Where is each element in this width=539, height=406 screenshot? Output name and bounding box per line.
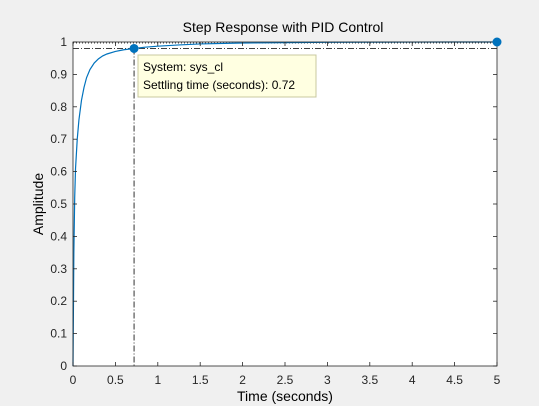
y-tick-label: 0.2: [50, 294, 67, 308]
x-tick-label: 2: [239, 373, 246, 387]
y-tick-label: 0.7: [50, 132, 67, 146]
y-tick-label: 1: [60, 35, 67, 49]
data-markers[interactable]: [129, 37, 502, 53]
y-tick-label: 0.5: [50, 197, 67, 211]
datatip-settling-time[interactable]: System: sys_cl Settling time (seconds): …: [137, 54, 317, 98]
x-tick-label: 1: [154, 373, 161, 387]
x-tick-label: 5: [494, 373, 501, 387]
chart-title: Step Response with PID Control: [183, 19, 384, 35]
y-tick-labels: 0 0.1 0.2 0.3 0.4 0.5 0.6 0.7 0.8 0.9 1: [50, 35, 67, 373]
x-tick-label: 4: [409, 373, 416, 387]
axis-ticks: [72, 41, 498, 367]
x-tick-label: 0.5: [107, 373, 124, 387]
y-tick-label: 0.9: [50, 67, 67, 81]
x-tick-labels: 0 0.5 1 1.5 2 2.5 3 3.5 4 4.5 5: [70, 373, 501, 387]
x-tick-label: 3.5: [361, 373, 378, 387]
data-point-marker[interactable]: [492, 37, 502, 47]
y-tick-label: 0.8: [50, 100, 67, 114]
x-axis-label: Time (seconds): [237, 388, 333, 404]
y-axis-label: Amplitude: [30, 173, 46, 235]
x-tick-label: 0: [70, 373, 77, 387]
y-tick-label: 0: [60, 359, 67, 373]
y-tick-label: 0.4: [50, 229, 67, 243]
step-response-line[interactable]: [72, 41, 498, 367]
data-point-marker[interactable]: [129, 43, 139, 53]
y-tick-label: 0.6: [50, 165, 67, 179]
y-tick-label: 0.3: [50, 262, 67, 276]
reference-lines: [73, 42, 497, 366]
x-tick-label: 2.5: [277, 373, 294, 387]
x-tick-label: 4.5: [446, 373, 463, 387]
datatip-system-text: System: sys_cl: [143, 60, 223, 74]
y-tick-label: 0.1: [50, 327, 67, 341]
x-tick-label: 1.5: [192, 373, 209, 387]
datatip-settling-time-text: Settling time (seconds): 0.72: [143, 78, 295, 92]
x-tick-label: 3: [324, 373, 331, 387]
datatip-box: [137, 54, 317, 98]
